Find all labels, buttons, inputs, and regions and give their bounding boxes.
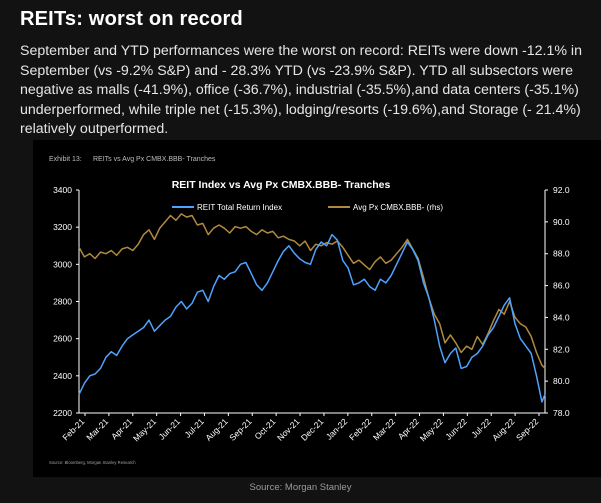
x-tick-label: Aug-21 bbox=[203, 416, 230, 443]
series-line-cmbx-price bbox=[78, 213, 546, 369]
right-tick-label: 92.0 bbox=[553, 185, 570, 195]
left-tick-label: 2200 bbox=[53, 408, 72, 418]
chart-footnote: Source: Bloomberg, Morgan Stanley Resear… bbox=[49, 460, 136, 465]
x-tick-label: Feb-22 bbox=[347, 416, 373, 442]
left-axis-ticks: 2200 2400 2600 2800 3000 3200 3400 bbox=[53, 185, 79, 418]
right-tick-label: 86.0 bbox=[553, 281, 570, 291]
x-tick-label: May-21 bbox=[131, 416, 158, 443]
exhibit-label: Exhibit 13: bbox=[49, 156, 82, 163]
x-tick-label: Apr-22 bbox=[396, 416, 421, 441]
x-tick-label: Nov-21 bbox=[275, 416, 302, 443]
source-caption: Source: Morgan Stanley bbox=[249, 482, 352, 493]
right-tick-label: 88.0 bbox=[553, 249, 570, 259]
page-title: REITs: worst on record bbox=[20, 8, 243, 30]
right-tick-label: 84.0 bbox=[553, 312, 570, 322]
exhibit-title: REITs vs Avg Px CMBX.BBB- Tranches bbox=[93, 156, 216, 163]
x-tick-label: Mar-22 bbox=[371, 416, 397, 442]
x-tick-label: Apr-21 bbox=[109, 416, 134, 441]
right-tick-label: 78.0 bbox=[553, 408, 570, 418]
x-tick-label: Jun-21 bbox=[157, 416, 183, 442]
left-tick-label: 3000 bbox=[53, 259, 72, 269]
right-tick-label: 80.0 bbox=[553, 376, 570, 386]
right-axis-ticks: 78.0 80.0 82.0 84.0 86.0 88.0 90.0 92.0 bbox=[545, 185, 570, 418]
x-tick-label: Aug-22 bbox=[490, 416, 517, 443]
x-tick-label: Jun-22 bbox=[443, 416, 469, 442]
left-tick-label: 2400 bbox=[53, 371, 72, 381]
legend: REIT Total Return Index Avg Px CMBX.BBB-… bbox=[172, 203, 443, 212]
x-tick-label: Sep-21 bbox=[227, 416, 254, 443]
summary-paragraph: September and YTD performances were the … bbox=[20, 43, 582, 137]
x-tick-label: Oct-21 bbox=[252, 416, 277, 441]
left-tick-label: 2600 bbox=[53, 334, 72, 344]
left-tick-label: 3400 bbox=[53, 185, 72, 195]
x-tick-label: Feb-21 bbox=[60, 416, 86, 442]
chart-panel: Exhibit 13: REITs vs Avg Px CMBX.BBB- Tr… bbox=[33, 140, 601, 477]
chart-svg: Exhibit 13: REITs vs Avg Px CMBX.BBB- Tr… bbox=[49, 156, 570, 465]
right-tick-label: 90.0 bbox=[553, 217, 570, 227]
x-tick-label: Mar-21 bbox=[84, 416, 110, 442]
x-tick-label: Jan-22 bbox=[324, 416, 350, 442]
legend-label-reit: REIT Total Return Index bbox=[197, 203, 282, 212]
left-tick-label: 2800 bbox=[53, 297, 72, 307]
legend-label-cmbx: Avg Px CMBX.BBB- (rhs) bbox=[353, 203, 443, 212]
x-tick-label: Sep-22 bbox=[514, 416, 541, 443]
series-line-reit-index bbox=[78, 233, 546, 403]
x-tick-label: May-22 bbox=[418, 416, 445, 443]
series-layer bbox=[78, 213, 546, 403]
right-tick-label: 82.0 bbox=[553, 344, 570, 354]
left-tick-label: 3200 bbox=[53, 222, 72, 232]
x-tick-label: Dec-21 bbox=[299, 416, 326, 443]
chart-title: REIT Index vs Avg Px CMBX.BBB- Tranches bbox=[172, 179, 391, 191]
